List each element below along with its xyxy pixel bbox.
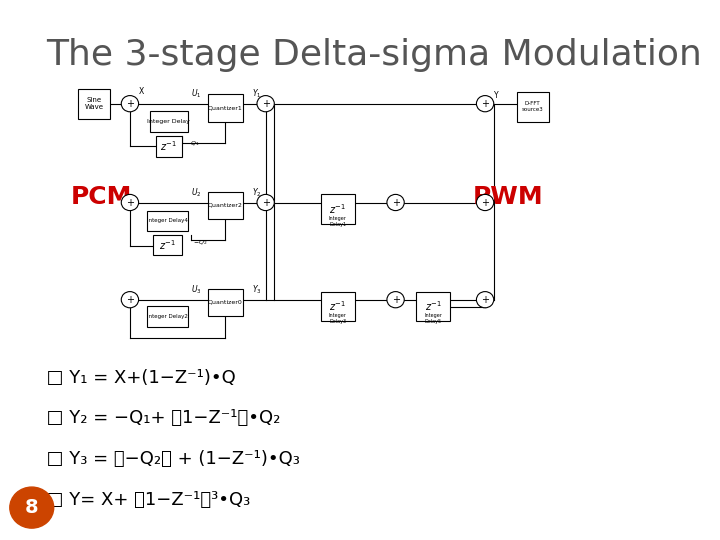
Circle shape	[257, 96, 274, 112]
Circle shape	[477, 96, 494, 112]
Circle shape	[387, 292, 404, 308]
Circle shape	[10, 487, 54, 528]
FancyBboxPatch shape	[148, 211, 188, 231]
Text: Integer Delay2: Integer Delay2	[147, 314, 188, 319]
Text: Integer
Delay1: Integer Delay1	[329, 216, 347, 227]
Circle shape	[477, 292, 494, 308]
Text: +: +	[261, 198, 270, 207]
Text: Y: Y	[495, 91, 499, 100]
Text: The 3-stage Delta-sigma Modulation: The 3-stage Delta-sigma Modulation	[46, 38, 702, 72]
Text: +: +	[392, 198, 400, 207]
Text: $z^{-1}$: $z^{-1}$	[161, 139, 177, 153]
Text: 8: 8	[25, 498, 39, 517]
FancyBboxPatch shape	[150, 111, 188, 132]
Text: $z^{-1}$: $z^{-1}$	[329, 300, 346, 313]
Text: X: X	[139, 87, 144, 96]
Text: $U_2$: $U_2$	[191, 186, 202, 199]
Text: PCM: PCM	[71, 185, 132, 209]
Text: +: +	[481, 99, 489, 109]
Text: Integer Delay4: Integer Delay4	[147, 218, 188, 224]
FancyBboxPatch shape	[320, 194, 355, 224]
FancyBboxPatch shape	[415, 292, 451, 321]
Text: +: +	[126, 198, 134, 207]
FancyBboxPatch shape	[148, 306, 188, 327]
FancyBboxPatch shape	[78, 89, 109, 119]
Text: +: +	[392, 295, 400, 305]
Text: +: +	[126, 99, 134, 109]
Circle shape	[121, 96, 138, 112]
Text: +: +	[481, 295, 489, 305]
Text: $-Q_1$: $-Q_1$	[185, 139, 199, 148]
Circle shape	[257, 194, 274, 211]
Text: +: +	[481, 198, 489, 207]
Text: □ Y= X+ （1−Z⁻¹）³•Q₃: □ Y= X+ （1−Z⁻¹）³•Q₃	[35, 490, 250, 509]
Circle shape	[121, 194, 138, 211]
FancyBboxPatch shape	[208, 94, 243, 122]
Text: PWM: PWM	[473, 185, 544, 209]
Text: $U_1$: $U_1$	[191, 87, 202, 100]
FancyBboxPatch shape	[208, 192, 243, 219]
FancyBboxPatch shape	[320, 292, 355, 321]
Text: □ Y₃ = （−Q₂） + (1−Z⁻¹)•Q₃: □ Y₃ = （−Q₂） + (1−Z⁻¹)•Q₃	[35, 450, 300, 468]
Text: $z^{-1}$: $z^{-1}$	[159, 238, 176, 252]
Text: Integer Delay: Integer Delay	[148, 119, 190, 124]
Text: $z^{-1}$: $z^{-1}$	[425, 300, 441, 313]
Text: Integer
Delay5: Integer Delay5	[424, 313, 442, 324]
Text: □ Y₂ = −Q₁+ （1−Z⁻¹）•Q₂: □ Y₂ = −Q₁+ （1−Z⁻¹）•Q₂	[35, 409, 280, 428]
Text: +: +	[261, 99, 270, 109]
FancyBboxPatch shape	[153, 235, 182, 255]
FancyBboxPatch shape	[0, 0, 583, 540]
Text: Quantizer0: Quantizer0	[208, 300, 243, 305]
FancyBboxPatch shape	[517, 92, 549, 122]
Text: $z^{-1}$: $z^{-1}$	[329, 202, 346, 216]
Text: D-FFT
source3: D-FFT source3	[522, 102, 544, 112]
Text: $Y_2$: $Y_2$	[252, 186, 262, 199]
Text: Quantizer1: Quantizer1	[208, 105, 243, 111]
Text: □ Y₁ = X+(1−Z⁻¹)•Q: □ Y₁ = X+(1−Z⁻¹)•Q	[35, 369, 235, 387]
Text: Integer
Delay3: Integer Delay3	[329, 313, 347, 324]
Circle shape	[121, 292, 138, 308]
Text: $U_3$: $U_3$	[191, 284, 202, 296]
FancyBboxPatch shape	[156, 136, 182, 157]
Text: $Y_3$: $Y_3$	[252, 284, 262, 296]
Text: +: +	[126, 295, 134, 305]
Text: $Y_1$: $Y_1$	[252, 87, 262, 100]
Text: Quantizer2: Quantizer2	[208, 202, 243, 208]
Text: $-Q_2$: $-Q_2$	[194, 239, 208, 247]
Circle shape	[387, 194, 404, 211]
Text: Sine
Wave: Sine Wave	[84, 97, 104, 111]
Circle shape	[477, 194, 494, 211]
FancyBboxPatch shape	[208, 289, 243, 316]
